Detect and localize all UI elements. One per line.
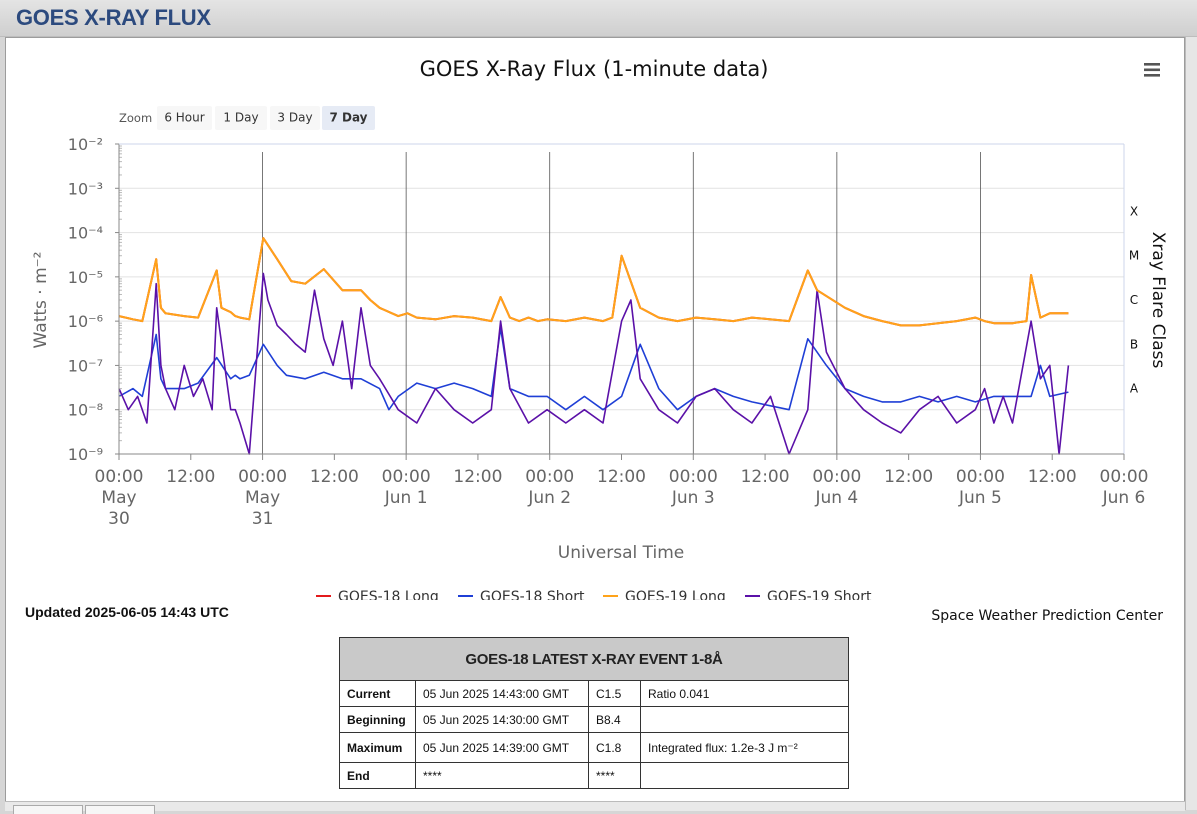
y-tick-label: 10⁻⁷: [68, 356, 103, 375]
xray-event-table: GOES-18 LATEST X-RAY EVENT 1-8Å Current …: [339, 637, 849, 789]
x-tick-date: Jun 4: [814, 488, 858, 508]
row-class: C1.5: [588, 680, 641, 707]
x-axis-title: Universal Time: [558, 543, 684, 563]
x-tick-time: 00:00: [95, 467, 144, 487]
x-tick-time: 00:00: [669, 467, 718, 487]
x-tick-date: Jun 5: [958, 488, 1002, 508]
credit-text: Space Weather Prediction Center: [931, 608, 1163, 624]
page-title: GOES X-RAY FLUX: [16, 5, 211, 30]
zoom-button-3-day[interactable]: 3 Day: [270, 106, 320, 130]
table-row: Maximum 05 Jun 2025 14:39:00 GMT C1.8 In…: [339, 732, 849, 763]
hamburger-icon: [1144, 63, 1160, 77]
row-class: C1.8: [588, 732, 641, 763]
zoom-button-label: 7 Day: [329, 111, 367, 125]
table-row: Current 05 Jun 2025 14:43:00 GMT C1.5 Ra…: [339, 680, 849, 707]
x-tick-time: 00:00: [1100, 467, 1149, 487]
zoom-button-1-day[interactable]: 1 Day: [215, 106, 267, 130]
zoom-button-group: 6 Hour 1 Day 3 Day 7 Day: [157, 106, 375, 130]
y-tick-label: 10⁻⁵: [68, 268, 103, 287]
x-tick-time: 00:00: [238, 467, 287, 487]
row-label: Maximum: [339, 732, 416, 763]
chart-menu-button[interactable]: [1140, 60, 1164, 80]
series-line-goes-19-long[interactable]: [118, 237, 1069, 327]
legend-label: GOES-19 Long: [625, 589, 726, 600]
x-tick-date: May: [245, 488, 280, 508]
x-tick-time: 12:00: [310, 467, 359, 487]
flare-class-label: X: [1130, 204, 1138, 218]
flare-class-label: M: [1129, 249, 1139, 263]
x-tick-date-day: 30: [108, 509, 130, 529]
series-line-goes-18-short[interactable]: [118, 327, 1069, 411]
legend-item[interactable]: GOES-19 Long: [603, 589, 726, 600]
zoom-label: Zoom: [119, 111, 152, 125]
x-tick-time: 12:00: [884, 467, 933, 487]
legend-label: GOES-19 Short: [767, 589, 872, 600]
table-row: Beginning 05 Jun 2025 14:30:00 GMT B8.4: [339, 706, 849, 733]
legend-label: GOES-18 Short: [480, 589, 585, 600]
row-time: 05 Jun 2025 14:43:00 GMT: [415, 680, 589, 707]
legend-label: GOES-18 Long: [338, 589, 439, 600]
legend-item[interactable]: GOES-18 Short: [458, 589, 585, 600]
row-class: ****: [588, 762, 641, 789]
series-line-goes-19-short[interactable]: [118, 272, 1070, 455]
y-axis-title: Watts · m⁻²: [31, 252, 51, 349]
row-time: 05 Jun 2025 14:30:00 GMT: [415, 706, 589, 733]
zoom-button-6-hour[interactable]: 6 Hour: [157, 106, 212, 130]
zoom-button-label: 6 Hour: [164, 111, 204, 125]
page-header: GOES X-RAY FLUX: [0, 0, 1197, 37]
x-tick-date: May: [101, 488, 136, 508]
y-axis: 10⁻² 10⁻³ 10⁻⁴ 10⁻⁵ 10⁻⁶ 10⁻⁷ 10⁻⁸ 10⁻⁹: [68, 135, 1125, 464]
x-tick-time: 00:00: [812, 467, 861, 487]
x-tick-date: Jun 1: [384, 488, 428, 508]
row-time: ****: [415, 762, 589, 789]
zoom-button-label: 3 Day: [277, 111, 312, 125]
x-tick-date-day: 31: [252, 509, 274, 529]
x-tick-date: Jun 2: [527, 488, 571, 508]
table-row: End **** ****: [339, 762, 849, 789]
y-tick-label: 10⁻²: [68, 135, 103, 154]
updated-timestamp: Updated 2025-06-05 14:43 UTC: [25, 604, 229, 620]
legend-item[interactable]: GOES-18 Long: [316, 589, 439, 600]
flare-class-label: A: [1130, 382, 1139, 396]
x-tick-time: 12:00: [453, 467, 502, 487]
row-extra: Integrated flux: 1.2e-3 J m⁻²: [640, 732, 849, 763]
x-tick-date: Jun 3: [671, 488, 715, 508]
row-class: B8.4: [588, 706, 641, 733]
row-label: Beginning: [339, 706, 416, 733]
x-tick-time: 12:00: [1028, 467, 1077, 487]
flare-class-label: C: [1130, 293, 1138, 307]
row-extra: [640, 762, 849, 789]
y-tick-label: 10⁻⁸: [68, 401, 103, 420]
x-tick-time: 12:00: [597, 467, 646, 487]
flare-class-axis: X M C B A: [1129, 204, 1139, 395]
y-tick-label: 10⁻⁴: [68, 224, 103, 243]
y-tick-label: 10⁻⁹: [68, 445, 103, 464]
series-layer: [118, 237, 1070, 455]
flare-class-label: B: [1130, 337, 1138, 351]
x-tick-time: 12:00: [741, 467, 790, 487]
event-table-title: GOES-18 LATEST X-RAY EVENT 1-8Å: [339, 637, 849, 681]
row-time: 05 Jun 2025 14:39:00 GMT: [415, 732, 589, 763]
vertical-scrollbar[interactable]: [1185, 37, 1197, 810]
legend-item[interactable]: GOES-19 Short: [745, 589, 872, 600]
x-tick-time: 00:00: [956, 467, 1005, 487]
row-extra: [640, 706, 849, 733]
x-tick-date: Jun 6: [1102, 488, 1146, 508]
row-label: End: [339, 762, 416, 789]
x-tick-time: 00:00: [525, 467, 574, 487]
x-tick-time: 00:00: [382, 467, 431, 487]
x-tick-time: 12:00: [166, 467, 215, 487]
xray-flux-chart: GOES X-Ray Flux (1-minute data) Zoom 6 H…: [31, 57, 1168, 600]
chart-title: GOES X-Ray Flux (1-minute data): [420, 57, 769, 81]
zoom-button-label: 1 Day: [223, 111, 258, 125]
legend: GOES-18 Long GOES-18 Short GOES-19 Long GOE…: [316, 589, 872, 600]
y2-axis-title: Xray Flare Class: [1148, 232, 1168, 369]
y-tick-label: 10⁻⁶: [68, 312, 103, 331]
row-extra: Ratio 0.041: [640, 680, 849, 707]
zoom-button-7-day[interactable]: 7 Day: [322, 106, 375, 130]
row-label: Current: [339, 680, 416, 707]
y-tick-label: 10⁻³: [68, 179, 103, 198]
